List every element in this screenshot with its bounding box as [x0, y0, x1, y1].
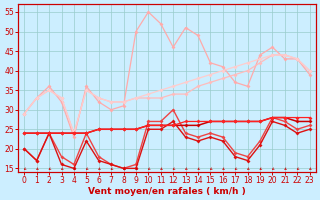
X-axis label: Vent moyen/en rafales ( km/h ): Vent moyen/en rafales ( km/h )	[88, 187, 246, 196]
